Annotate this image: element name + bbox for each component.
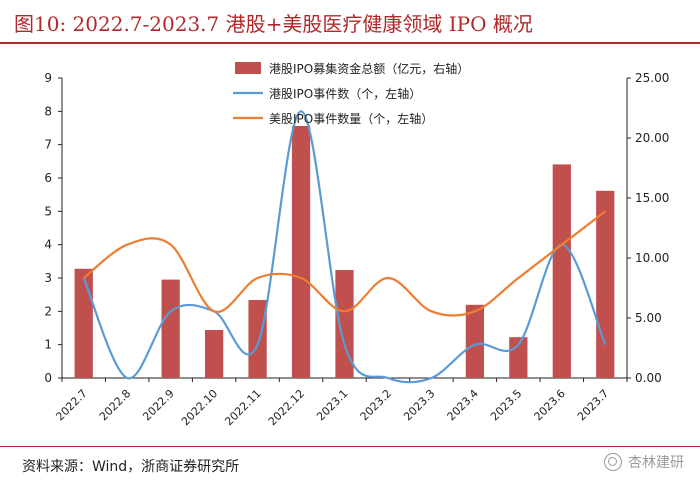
x-axis-labels: 2022.7 2022.8 2022.9 2022.10 2022.11 2022.12 2…: [53, 387, 611, 428]
x-tick-label: 2022.12: [266, 387, 307, 428]
x-tick-label: 2023.2: [358, 387, 394, 423]
bar: [596, 190, 615, 378]
watermark: 杏林建研: [604, 452, 684, 472]
x-tick-label: 2023.1: [314, 387, 350, 423]
bar: [248, 300, 267, 378]
y-right-tick-label: 0.00: [635, 371, 662, 385]
bar: [335, 270, 354, 378]
y-left-tick-label: 5: [44, 204, 52, 218]
y-left-tick-label: 0: [44, 371, 52, 385]
chart-legend: 港股IPO募集资金总额（亿元，右轴） 港股IPO事件数（个，左轴） 美股IPO事件数…: [233, 61, 469, 126]
legend-label: 港股IPO事件数（个，左轴）: [269, 86, 421, 101]
source-divider: [0, 446, 700, 447]
bar-series-fundraising: [74, 126, 615, 378]
y-right-tick-label: 15.00: [635, 191, 669, 205]
x-tick-label: 2022.9: [140, 387, 176, 423]
wechat-icon: [604, 453, 622, 471]
x-tick-label: 2022.8: [97, 387, 133, 423]
page-title: 图10: 2022.7-2023.7 港股+美股医疗健康领域 IPO 概况: [14, 12, 533, 36]
line-us-ipo-count: [83, 210, 606, 317]
y-left-tick-label: 3: [44, 271, 52, 285]
y-right-tick-label: 20.00: [635, 131, 669, 145]
x-tick-label: 2023.4: [445, 387, 481, 423]
y-left-tick-label: 2: [44, 304, 52, 318]
y-left-tick-label: 8: [44, 104, 52, 118]
watermark-text: 杏林建研: [628, 455, 684, 471]
line-hk-ipo-count: [82, 110, 607, 384]
source-note: 资料来源：Wind，浙商证券研究所: [22, 459, 240, 475]
ipo-chart: 0 1 2 3 4 5 6 7 8 9 0.00 5.00 10.00 15.00 20.00 25.00 2…: [44, 61, 669, 428]
x-tick-label: 2023.3: [401, 387, 437, 423]
y-left-tick-label: 7: [44, 138, 52, 152]
legend-swatch-bar: [235, 62, 261, 74]
chart-axes: 0 1 2 3 4 5 6 7 8 9 0.00 5.00 10.00 15.00 20.00 25.00: [44, 71, 669, 385]
x-tick-label: 2023.5: [488, 387, 524, 423]
title-divider: [0, 42, 700, 44]
legend-label: 港股IPO募集资金总额（亿元，右轴）: [269, 61, 469, 76]
legend-label: 美股IPO事件数量（个，左轴）: [269, 111, 433, 126]
y-left-tick-label: 4: [44, 238, 52, 252]
y-right-tick-label: 10.00: [635, 251, 669, 265]
bar: [552, 164, 571, 378]
title-bar: 图10: 2022.7-2023.7 港股+美股医疗健康领域 IPO 概况: [0, 0, 700, 46]
x-tick-label: 2023.7: [575, 387, 611, 423]
y-left-tick-label: 6: [44, 171, 52, 185]
x-tick-label: 2022.7: [53, 387, 89, 423]
bar: [161, 279, 180, 378]
y-right-tick-label: 5.00: [635, 311, 662, 325]
y-left-tick-label: 1: [44, 338, 52, 352]
x-tick-label: 2022.11: [222, 387, 263, 428]
bar: [204, 330, 224, 378]
x-tick-label: 2022.10: [179, 387, 220, 428]
bar: [74, 268, 93, 378]
x-tick-label: 2023.6: [532, 387, 568, 423]
bar: [465, 304, 485, 378]
y-right-tick-label: 25.00: [635, 71, 669, 85]
bar: [291, 126, 311, 378]
line-series: [82, 110, 607, 384]
y-left-tick-label: 9: [44, 71, 52, 85]
